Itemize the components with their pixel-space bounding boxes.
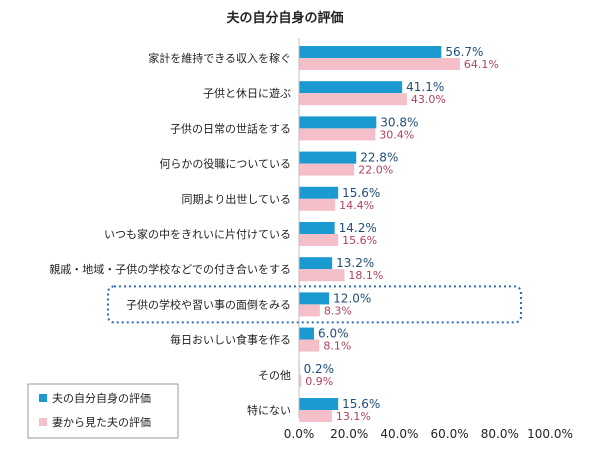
legend-label: 妻から見た夫の評価: [52, 415, 151, 429]
value-label-wife-view: 14.4%: [339, 199, 374, 212]
bar-husband-self: [299, 327, 315, 340]
x-tick-label: 0.0%: [284, 427, 315, 441]
bar-wife-view: [299, 304, 320, 317]
value-label-husband-self: 0.2%: [304, 362, 335, 376]
category-label: 子供の学校や習い事の面倒をみる: [126, 297, 291, 311]
value-label-wife-view: 18.1%: [348, 269, 383, 282]
bar-wife-view: [299, 234, 339, 246]
category-label: 子供と休日に遊ぶ: [203, 86, 291, 100]
highlight-box: [107, 285, 522, 324]
legend-swatch: [39, 418, 47, 426]
value-label-wife-view: 30.4%: [379, 128, 414, 141]
value-label-husband-self: 14.2%: [339, 221, 377, 235]
bar-wife-view: [299, 269, 345, 282]
value-label-husband-self: 6.0%: [318, 327, 349, 341]
bar-wife-view: [299, 163, 355, 176]
x-tick-label: 60.0%: [431, 427, 469, 441]
category-label: 子供の日常の世話をする: [170, 121, 291, 135]
chart-title: 夫の自分自身の評価: [226, 10, 343, 26]
legend-label: 夫の自分自身の評価: [52, 391, 151, 405]
x-tick-label: 20.0%: [330, 427, 368, 441]
category-label: いつも家の中をきれいに片付けている: [104, 227, 291, 241]
value-label-wife-view: 64.1%: [464, 58, 499, 71]
x-tick-label: 100.0%: [527, 427, 573, 441]
value-label-wife-view: 8.1%: [323, 340, 351, 353]
bar-wife-view: [299, 410, 332, 422]
legend-box: [27, 383, 179, 439]
bar-husband-self: [299, 398, 339, 410]
bar-husband-self: [299, 292, 330, 305]
category-label: 何らかの役職についている: [159, 157, 291, 171]
bar-husband-self: [299, 257, 333, 270]
value-label-husband-self: 22.8%: [360, 151, 398, 165]
value-label-husband-self: 30.8%: [380, 115, 418, 129]
bar-wife-view: [299, 339, 320, 352]
category-label: 家計を維持できる収入を稼ぐ: [148, 51, 291, 65]
value-label-wife-view: 13.1%: [336, 410, 371, 423]
bar-husband-self: [299, 151, 357, 164]
value-label-husband-self: 15.6%: [342, 186, 380, 200]
category-label: 同期より出世している: [182, 192, 291, 206]
value-label-husband-self: 56.7%: [445, 45, 483, 59]
value-label-husband-self: 15.6%: [342, 397, 380, 411]
bar-wife-view: [299, 374, 302, 387]
value-label-wife-view: 15.6%: [342, 234, 377, 247]
bar-husband-self: [299, 222, 335, 234]
category-label: 特にない: [247, 403, 291, 417]
bar-husband-self: [299, 116, 377, 129]
bar-husband-self: [299, 46, 442, 58]
x-tick-label: 40.0%: [380, 427, 418, 441]
value-label-wife-view: 0.9%: [305, 375, 333, 388]
bar-wife-view: [299, 93, 407, 106]
value-label-husband-self: 12.0%: [333, 291, 371, 305]
plot-area: 家計を維持できる収入を稼ぐ 56.7%64.1% 子供と休日に遊ぶ 41.1%43.0…: [49, 38, 573, 441]
value-label-husband-self: 13.2%: [336, 256, 374, 270]
category-label: 毎日おいしい食事を作る: [170, 333, 291, 347]
bar-husband-self: [299, 186, 339, 199]
value-label-wife-view: 43.0%: [411, 93, 446, 106]
bar-wife-view: [299, 128, 376, 141]
category-label: 親戚・地域・子供の学校などでの付き合いをする: [49, 262, 291, 276]
bar-husband-self: [299, 81, 403, 94]
value-label-wife-view: 8.3%: [324, 304, 352, 317]
value-label-wife-view: 22.0%: [358, 164, 393, 177]
bar-wife-view: [299, 198, 336, 211]
legend-swatch: [39, 394, 47, 402]
category-label: その他: [258, 369, 291, 382]
bar-wife-view: [299, 58, 460, 70]
value-label-husband-self: 41.1%: [406, 80, 444, 94]
x-tick-label: 80.0%: [481, 427, 519, 441]
